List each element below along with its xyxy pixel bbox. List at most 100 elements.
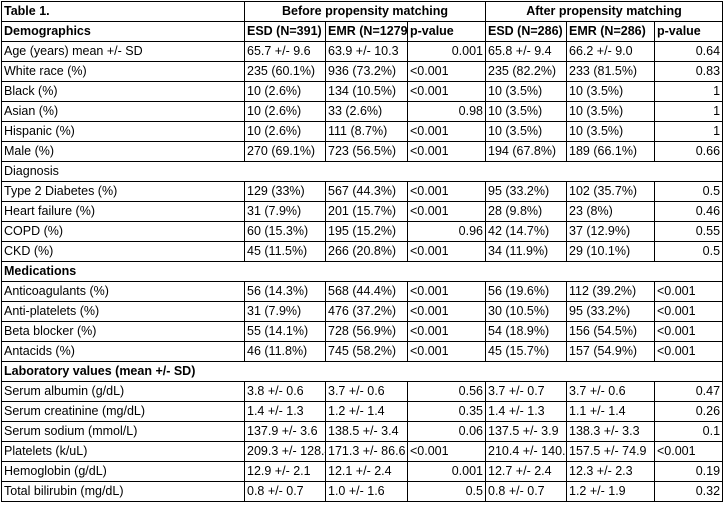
table-cell: 29 (10.1%)	[566, 241, 655, 262]
row-label: Serum sodium (mmol/L)	[1, 421, 245, 442]
table-cell: 3.7 +/- 0.7	[485, 381, 567, 402]
table-row: Anticoagulants (%) 56 (14.3%) 568 (44.4%) <…	[1, 281, 723, 302]
section-heading: Laboratory values (mean +/- SD)	[0, 361, 723, 382]
table-cell: 0.5	[653, 181, 723, 202]
table-row: Beta blocker (%) 55 (14.1%) 728 (56.9%) <0.…	[1, 321, 723, 342]
table-cell: 1.2 +/- 1.9	[566, 481, 655, 502]
table-cell: <0.001	[653, 301, 723, 322]
table-cell: 1.4 +/- 1.3	[244, 401, 326, 422]
table-cell: 1	[653, 121, 723, 142]
table-cell: 111 (8.7%)	[325, 121, 408, 142]
table-cell: 156 (54.5%)	[566, 321, 655, 342]
table-cell: 95 (33.2%)	[566, 301, 655, 322]
row-label: Male (%)	[1, 141, 245, 162]
table-cell: 0.5	[407, 481, 486, 502]
table-row: Heart failure (%) 31 (7.9%) 201 (15.7%) <0.…	[1, 201, 723, 222]
table-cell: 10 (3.5%)	[566, 81, 655, 102]
table-cell: <0.001	[407, 141, 486, 162]
table-cell: 1.4 +/- 1.3	[485, 401, 567, 422]
row-label: COPD (%)	[1, 221, 245, 242]
table-cell: 209.3 +/- 128.4	[244, 441, 326, 462]
table-row: CKD (%) 45 (11.5%) 266 (20.8%) <0.001 34 (11…	[1, 241, 723, 262]
header-emr-before: EMR (N=1279)	[325, 21, 408, 42]
table-cell: 0.66	[653, 141, 723, 162]
header-emr-after: EMR (N=286)	[566, 21, 655, 42]
table-row: Hemoglobin (g/dL) 12.9 +/- 2.1 12.1 +/- 2.…	[1, 461, 723, 482]
table-cell: 0.55	[653, 221, 723, 242]
table-cell: 65.7 +/- 9.6	[244, 41, 326, 62]
row-label: Anticoagulants (%)	[1, 281, 245, 302]
row-label: Beta blocker (%)	[1, 321, 245, 342]
table-cell: 12.3 +/- 2.3	[566, 461, 655, 482]
row-label: Type 2 Diabetes (%)	[1, 181, 245, 202]
section-heading: Diagnosis	[0, 161, 723, 182]
table-cell: 728 (56.9%)	[325, 321, 408, 342]
table-cell: 0.35	[407, 401, 486, 422]
table-cell: 476 (37.2%)	[325, 301, 408, 322]
table-cell: 112 (39.2%)	[566, 281, 655, 302]
table-row: Serum albumin (g/dL) 3.8 +/- 0.6 3.7 +/- 0…	[1, 381, 723, 402]
row-label: Age (years) mean +/- SD	[1, 41, 245, 62]
table-cell: 137.5 +/- 3.9	[485, 421, 567, 442]
group-header-before: Before propensity matching	[244, 1, 486, 22]
table-cell: 10 (2.6%)	[244, 121, 326, 142]
table-cell: 0.46	[653, 201, 723, 222]
row-label: Platelets (k/uL)	[1, 441, 245, 462]
table-cell: 45 (11.5%)	[244, 241, 326, 262]
table-cell: 0.06	[407, 421, 486, 442]
table-cell: 936 (73.2%)	[325, 61, 408, 82]
table-cell: 0.8 +/- 0.7	[244, 481, 326, 502]
table-cell: 235 (60.1%)	[244, 61, 326, 82]
table-cell: 134 (10.5%)	[325, 81, 408, 102]
table-cell: 3.7 +/- 0.6	[325, 381, 408, 402]
table-row: White race (%) 235 (60.1%) 936 (73.2%) <0.0…	[1, 61, 723, 82]
table-cell: <0.001	[407, 321, 486, 342]
table-cell: <0.001	[653, 281, 723, 302]
table-cell: 723 (56.5%)	[325, 141, 408, 162]
table-cell: 1.2 +/- 1.4	[325, 401, 408, 422]
table-cell: 54 (18.9%)	[485, 321, 567, 342]
table-cell: 0.32	[653, 481, 723, 502]
row-label: White race (%)	[1, 61, 245, 82]
table-cell: 12.7 +/- 2.4	[485, 461, 567, 482]
table-cell: 195 (15.2%)	[325, 221, 408, 242]
table-cell: 10 (3.5%)	[485, 121, 567, 142]
header-row: Demographics ESD (N=391) EMR (N=1279) p-…	[1, 21, 723, 42]
table-row: Male (%) 270 (69.1%) 723 (56.5%) <0.001 194 …	[1, 141, 723, 162]
table-cell: <0.001	[407, 281, 486, 302]
table-cell: 30 (10.5%)	[485, 301, 567, 322]
table-cell: 31 (7.9%)	[244, 201, 326, 222]
row-label: Antacids (%)	[1, 341, 245, 362]
header-pvalue-before: p-value	[407, 21, 486, 42]
table-cell: <0.001	[407, 441, 486, 462]
row-label: Serum albumin (g/dL)	[1, 381, 245, 402]
row-label: Hemoglobin (g/dL)	[1, 461, 245, 482]
table-cell: 55 (14.1%)	[244, 321, 326, 342]
table-row: Total bilirubin (mg/dL) 0.8 +/- 0.7 1.0 +/…	[1, 481, 723, 502]
table-cell: 28 (9.8%)	[485, 201, 567, 222]
row-label: Total bilirubin (mg/dL)	[1, 481, 245, 502]
row-label: CKD (%)	[1, 241, 245, 262]
table-cell: 23 (8%)	[566, 201, 655, 222]
table-cell: 60 (15.3%)	[244, 221, 326, 242]
header-demographics: Demographics	[1, 21, 245, 42]
table-cell: 157.5 +/- 74.9	[566, 441, 655, 462]
table-cell: 745 (58.2%)	[325, 341, 408, 362]
table-cell: 10 (3.5%)	[566, 121, 655, 142]
table-cell: 45 (15.7%)	[485, 341, 567, 362]
table-row: Antacids (%) 46 (11.8%) 745 (58.2%) <0.001 4…	[1, 341, 723, 362]
table-cell: 10 (2.6%)	[244, 101, 326, 122]
table-cell: 0.001	[407, 41, 486, 62]
table-cell: 138.5 +/- 3.4	[325, 421, 408, 442]
table-cell: 0.001	[407, 461, 486, 482]
table-cell: 0.64	[653, 41, 723, 62]
table-cell: 56 (14.3%)	[244, 281, 326, 302]
table-cell: 0.8 +/- 0.7	[485, 481, 567, 502]
table-cell: 138.3 +/- 3.3	[566, 421, 655, 442]
table-cell: 10 (3.5%)	[485, 101, 567, 122]
table-cell: <0.001	[653, 321, 723, 342]
table-cell: <0.001	[407, 121, 486, 142]
table-cell: 0.83	[653, 61, 723, 82]
table-row: Serum creatinine (mg/dL) 1.4 +/- 1.3 1.2 +…	[1, 401, 723, 422]
